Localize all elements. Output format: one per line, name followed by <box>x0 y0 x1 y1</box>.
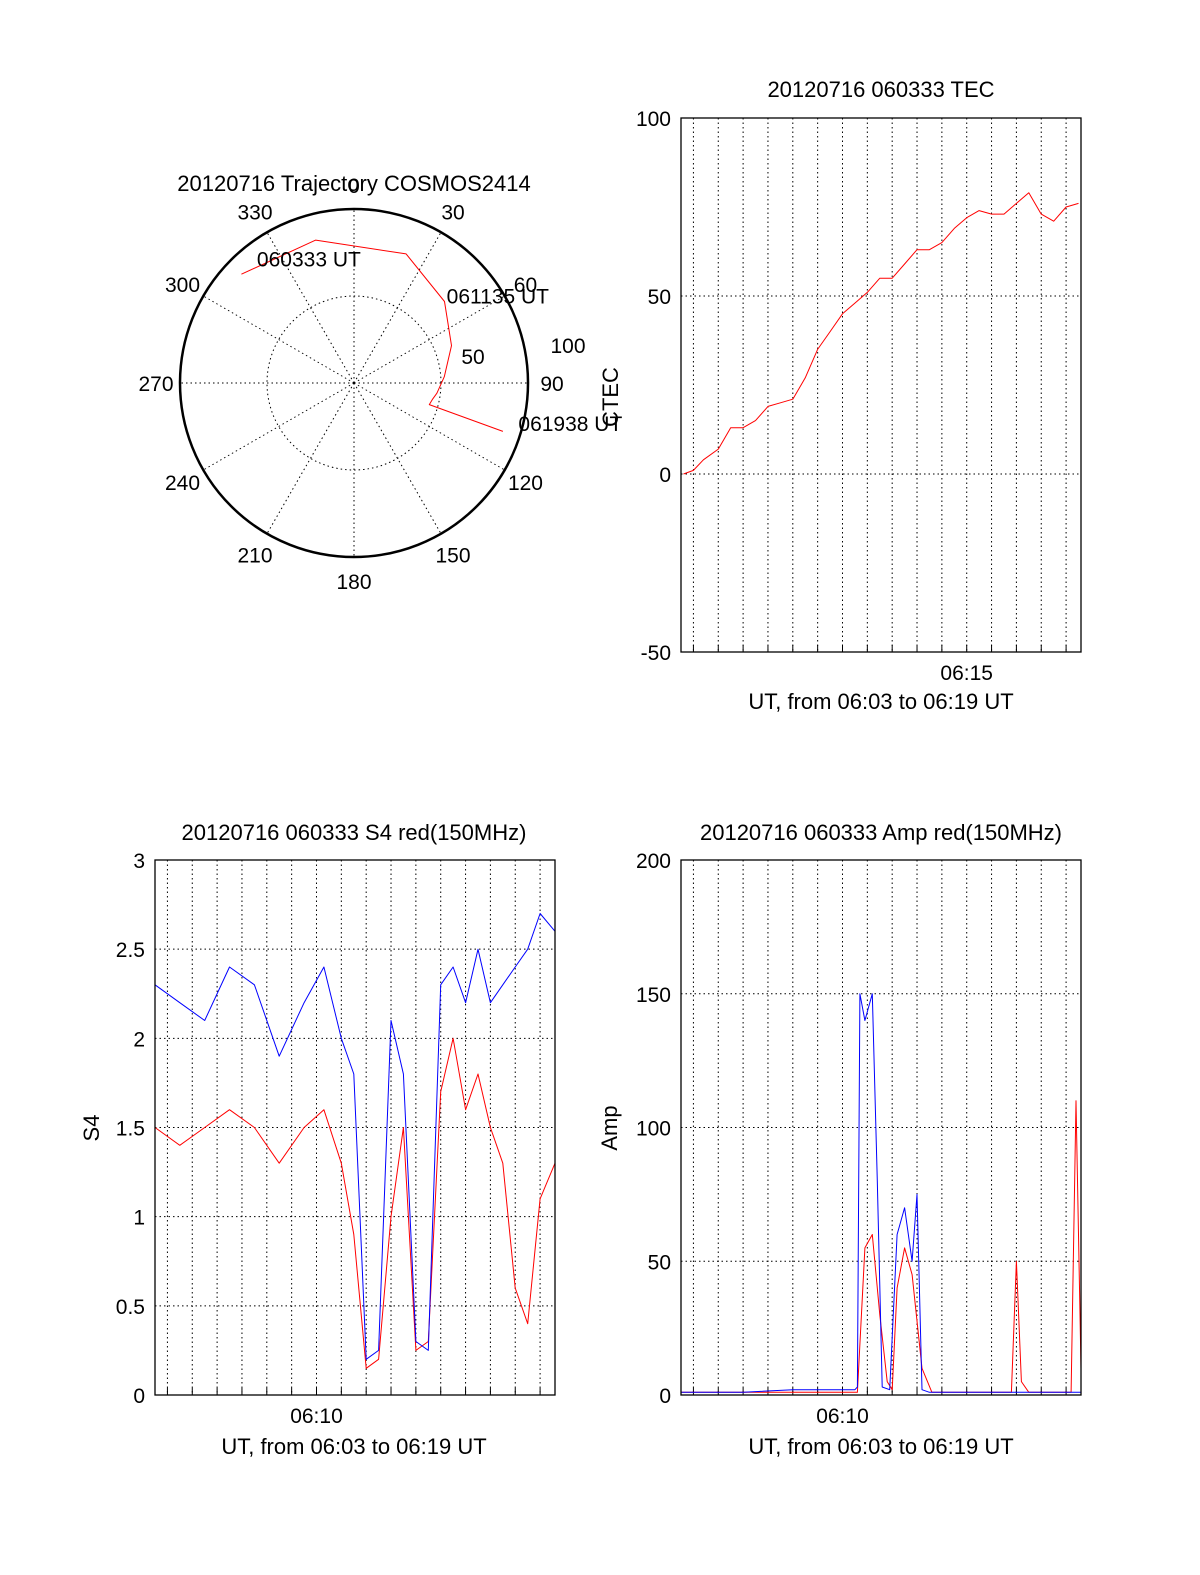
amp-ylabel: Amp <box>597 1105 622 1150</box>
s4-ylabel: S4 <box>79 1115 104 1142</box>
azimuth-label: 90 <box>540 373 563 396</box>
y-tick-label: 100 <box>636 1118 671 1141</box>
series-line-1 <box>681 993 1081 1393</box>
azimuth-label: 270 <box>138 373 173 396</box>
azimuth-label: 30 <box>441 202 464 225</box>
azimuth-label: 330 <box>237 202 272 225</box>
y-tick-label: 1 <box>133 1207 145 1230</box>
tec-ylabel: CTEC <box>598 367 623 427</box>
trajectory-line <box>241 239 504 432</box>
y-tick-label: 0 <box>133 1385 145 1408</box>
s4-plot-area: 0 0.5 1 1.5 2 2.5 3 06:10 <box>116 850 556 1428</box>
tec-xlabel: UT, from 06:03 to 06:19 UT <box>748 689 1013 714</box>
amp-xlabel: UT, from 06:03 to 06:19 UT <box>748 1434 1013 1459</box>
y-tick-label: 2.5 <box>116 939 145 962</box>
y-tick-label: 0 <box>659 1385 671 1408</box>
y-tick-label: 50 <box>648 1251 671 1274</box>
s4-title: 20120716 060333 S4 red(150MHz) <box>182 820 527 845</box>
azimuth-label: 150 <box>435 544 470 567</box>
y-tick-label: -50 <box>641 642 671 665</box>
s4-xlabel: UT, from 06:03 to 06:19 UT <box>221 1434 486 1459</box>
x-tick-label: 06:10 <box>816 1405 869 1428</box>
polar-spoke <box>266 232 355 384</box>
trajectory-annotations: 060333 UT 061135 UT 061938 UT <box>257 249 623 436</box>
azimuth-label: 240 <box>165 472 200 495</box>
amp-title: 20120716 060333 Amp red(150MHz) <box>700 820 1062 845</box>
amp-plot-area: 0 50 100 150 200 06:10 <box>636 850 1082 1428</box>
plot-frame <box>154 859 556 1396</box>
azimuth-label: 0 <box>348 175 360 198</box>
series-line-1 <box>154 913 556 1360</box>
plot-frame <box>680 859 1082 1396</box>
polar-spoke <box>353 382 505 471</box>
tec-plot-area: -50 0 50 100 06:15 <box>636 108 1082 685</box>
trajectory-annotation: 061135 UT <box>447 285 550 308</box>
plot-frame <box>680 117 1082 653</box>
polar-spoke <box>353 295 505 384</box>
radius-label-50: 50 <box>461 346 484 369</box>
y-tick-label: 200 <box>636 850 671 873</box>
y-tick-label: 0 <box>659 464 671 487</box>
azimuth-label: 210 <box>237 544 272 567</box>
azimuth-labels: 0 30 60 90 120 150 180 210 240 270 300 330 <box>138 175 563 594</box>
trajectory-annotation: 061938 UT <box>518 413 622 436</box>
polar-spoke <box>203 295 355 384</box>
y-tick-label: 1.5 <box>116 1118 145 1141</box>
polar-spoke <box>266 382 355 534</box>
radius-label-100: 100 <box>550 335 585 358</box>
y-tick-label: 0.5 <box>116 1296 145 1319</box>
trajectory-title: 20120716 Trajectory COSMOS2414 <box>177 171 530 196</box>
panel-s4: 20120716 060333 S4 red(150MHz) 0 0.5 1 1.5 2… <box>79 820 556 1459</box>
azimuth-label: 120 <box>508 472 543 495</box>
polar-spoke <box>353 232 442 384</box>
polar-spoke <box>353 382 442 534</box>
polar-spoke <box>203 382 355 471</box>
y-tick-label: 150 <box>636 984 671 1007</box>
x-tick-label: 06:15 <box>940 662 993 685</box>
azimuth-label: 300 <box>165 274 200 297</box>
series-line-0 <box>154 1037 556 1369</box>
y-tick-label: 2 <box>133 1028 145 1051</box>
polar-outer-ring <box>178 207 530 559</box>
trajectory <box>241 239 504 432</box>
y-tick-label: 3 <box>133 850 145 873</box>
azimuth-label: 60 <box>514 274 537 297</box>
panel-trajectory: 20120716 Trajectory COSMOS2414 50 100 0 3… <box>138 171 622 594</box>
trajectory-annotation: 060333 UT <box>257 249 361 272</box>
panel-amp: 20120716 060333 Amp red(150MHz) 0 50 100 15… <box>597 820 1082 1459</box>
azimuth-label: 180 <box>336 571 371 594</box>
tec-title: 20120716 060333 TEC <box>767 77 994 102</box>
series-line-0 <box>683 192 1079 475</box>
y-tick-label: 50 <box>648 286 671 309</box>
x-tick-label: 06:10 <box>290 1405 343 1428</box>
y-tick-label: 100 <box>636 108 671 131</box>
